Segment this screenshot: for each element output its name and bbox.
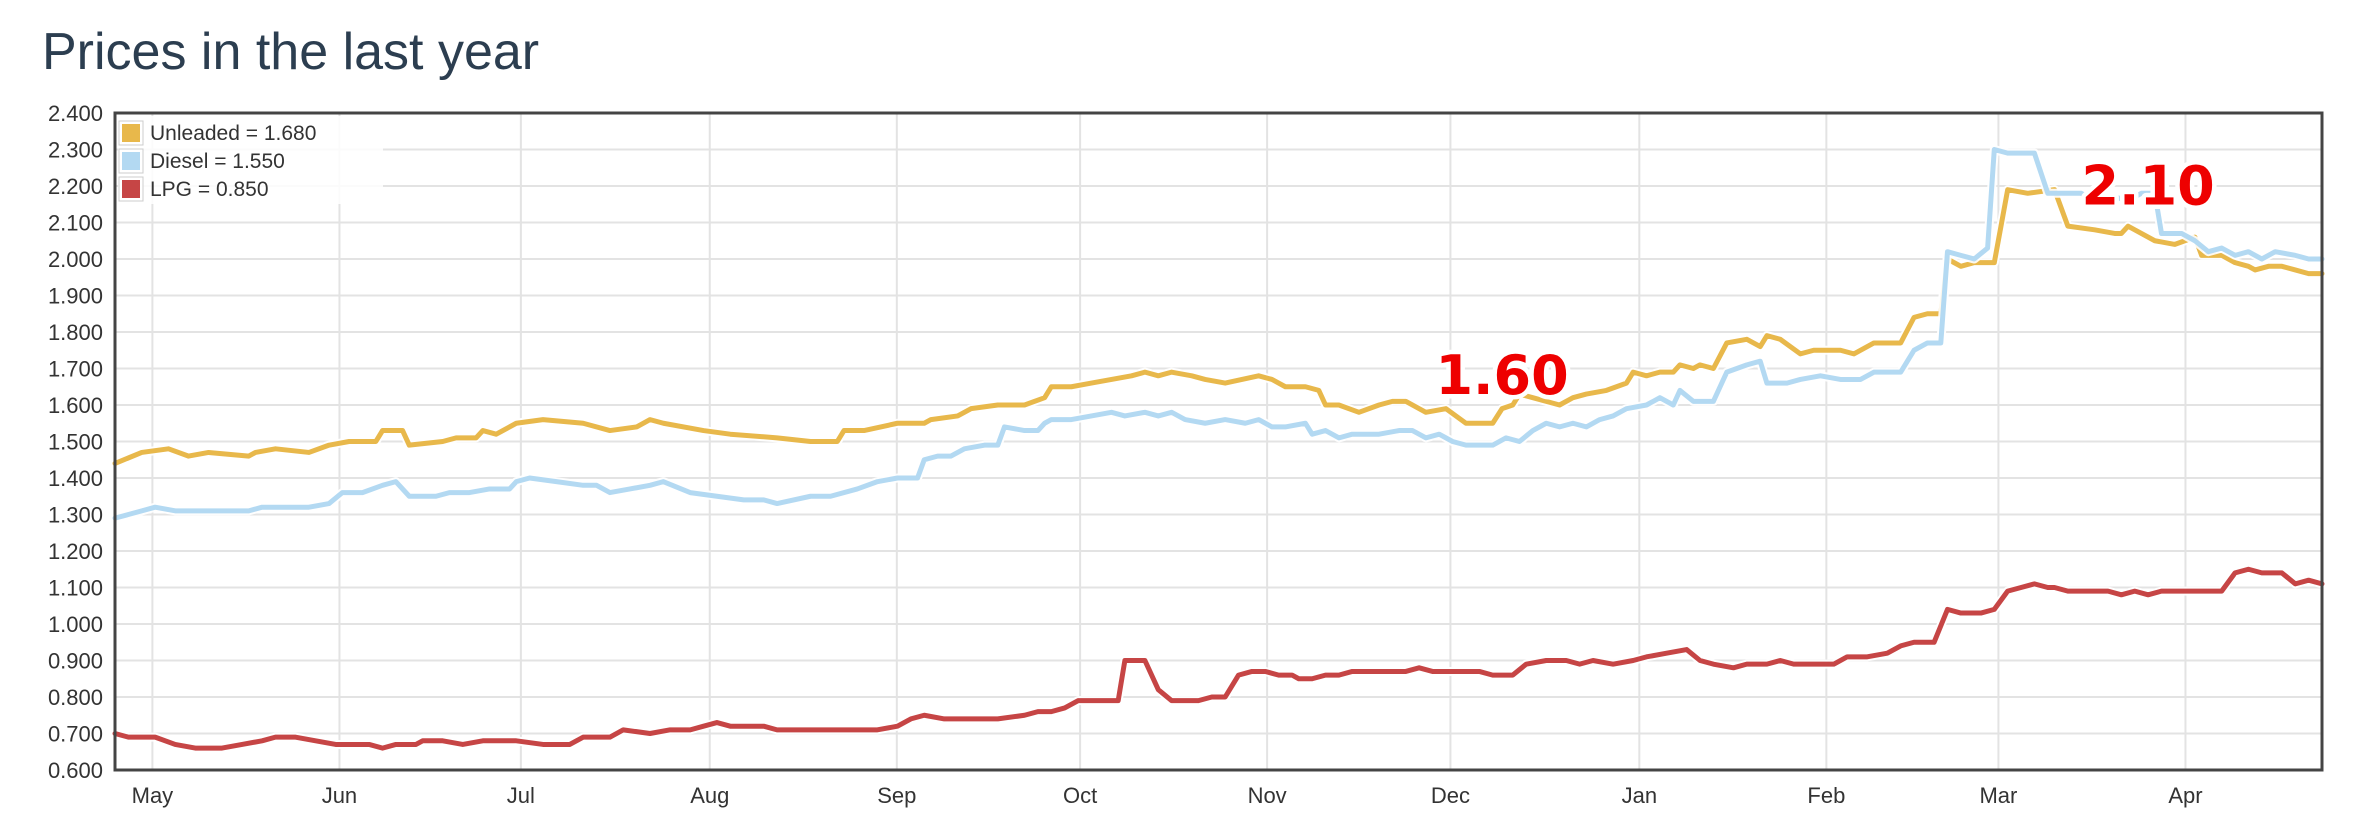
y-tick-label: 1.200 (48, 539, 103, 564)
page-title: Prices in the last year (42, 23, 540, 81)
y-tick-label: 2.100 (48, 211, 103, 236)
annotations: 1.60 2.10 (1431, 150, 2219, 412)
legend-swatch-diesel (122, 152, 140, 170)
y-tick-label: 1.400 (48, 466, 103, 491)
x-tick-label: Mar (1979, 783, 2017, 808)
y-tick-label: 1.700 (48, 357, 103, 382)
plot-frame (113, 111, 2324, 772)
legend-label-lpg: LPG = 0.850 (150, 178, 269, 201)
x-tick-label: Sep (877, 783, 916, 808)
price-annotation: 2.10 (2081, 154, 2214, 217)
y-tick-label: 1.300 (48, 503, 103, 528)
y-tick-label: 2.000 (48, 247, 103, 272)
y-tick-label: 1.900 (48, 284, 103, 309)
legend-label-diesel: Diesel = 1.550 (150, 150, 285, 173)
series-halo (113, 564, 2324, 753)
y-tick-label: 1.500 (48, 430, 103, 455)
y-tick-label: 0.800 (48, 685, 103, 710)
x-axis: May Jun Jul Aug Sep Oct Nov Dec Jan Feb Mar Apr (132, 783, 2203, 808)
x-tick-label: Jun (322, 783, 357, 808)
y-tick-label: 1.800 (48, 320, 103, 345)
y-tick-label: 2.200 (48, 174, 103, 199)
y-tick-label: 1.100 (48, 576, 103, 601)
price-annotation: 1.60 (1435, 344, 1568, 407)
series-line-lpg (112, 566, 2325, 751)
x-tick-label: Dec (1431, 783, 1470, 808)
y-axis: 0.600 0.700 0.800 0.900 1.000 1.100 1.200 1.300… (48, 101, 103, 783)
x-tick-label: Jul (507, 783, 535, 808)
series-group (112, 145, 2325, 753)
series-line-unleaded (112, 187, 2325, 466)
y-tick-label: 1.000 (48, 612, 103, 637)
x-tick-label: Feb (1807, 783, 1845, 808)
legend-swatch-lpg (122, 180, 140, 198)
series-line-diesel (112, 147, 2325, 521)
x-tick-label: Jan (1622, 783, 1657, 808)
x-tick-label: May (132, 783, 174, 808)
x-tick-label: Aug (690, 783, 729, 808)
y-tick-label: 1.600 (48, 393, 103, 418)
y-tick-label: 0.600 (48, 758, 103, 783)
y-tick-label: 2.300 (48, 138, 103, 163)
legend-label-unleaded: Unleaded = 1.680 (150, 122, 316, 145)
legend: Unleaded = 1.680 Diesel = 1.550 LPG = 0.85… (118, 116, 383, 204)
y-tick-label: 0.700 (48, 722, 103, 747)
legend-background (118, 116, 383, 204)
x-tick-label: Oct (1063, 783, 1097, 808)
x-tick-label: Apr (2168, 783, 2202, 808)
y-tick-label: 2.400 (48, 101, 103, 126)
legend-swatch-unleaded (122, 124, 140, 142)
y-tick-label: 0.900 (48, 649, 103, 674)
x-tick-label: Nov (1248, 783, 1287, 808)
